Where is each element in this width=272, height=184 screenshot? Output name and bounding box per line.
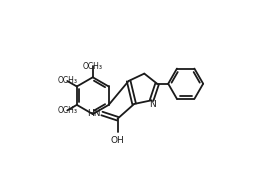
Text: OCH₃: OCH₃ [83, 62, 103, 71]
Text: OH: OH [111, 136, 125, 145]
Text: N: N [149, 100, 156, 109]
Text: HN: HN [87, 109, 100, 118]
Text: OCH₃: OCH₃ [57, 106, 77, 115]
Text: OCH₃: OCH₃ [57, 77, 77, 85]
